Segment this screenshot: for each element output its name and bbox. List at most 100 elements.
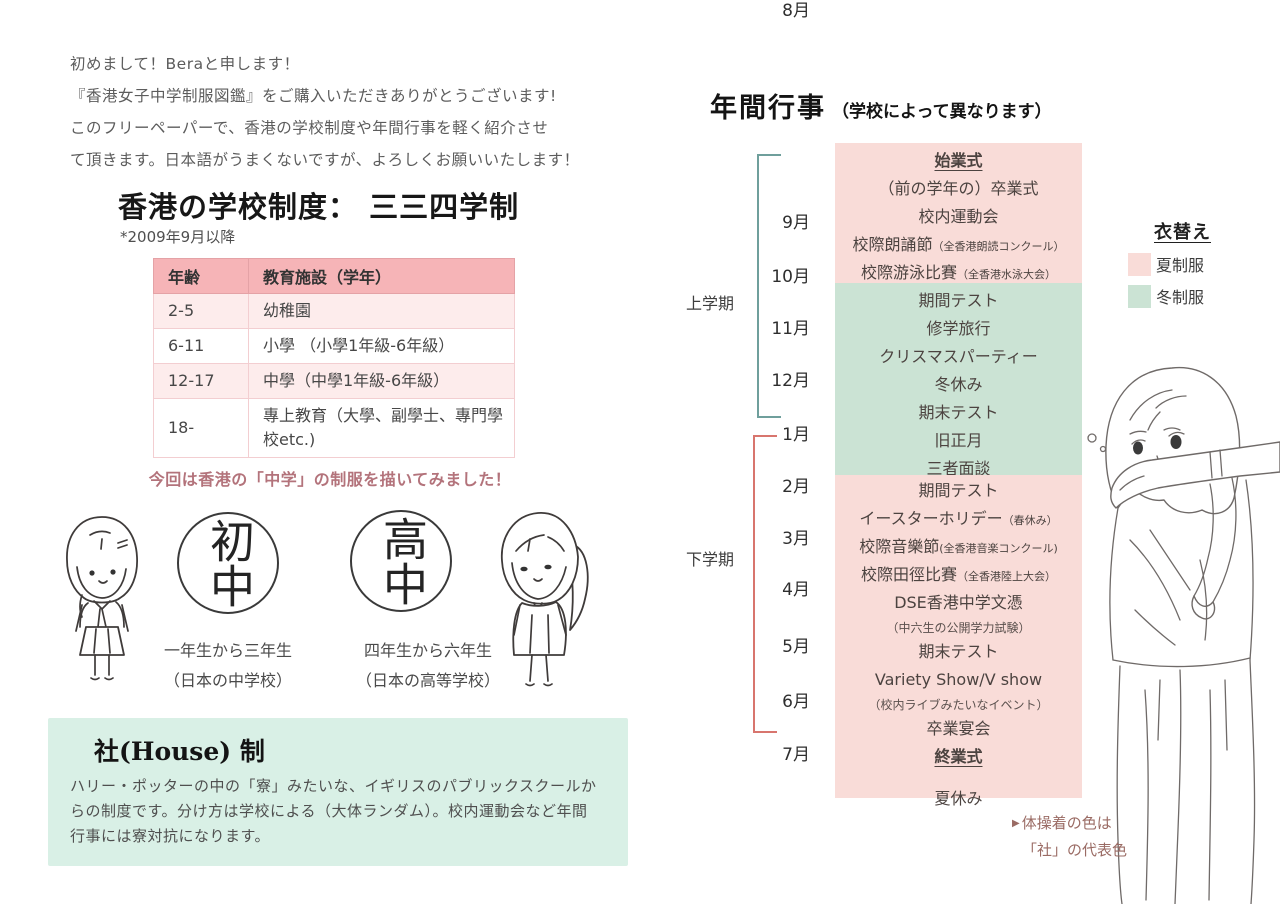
event-row: 校際田徑比賽（全香港陸上大会） xyxy=(835,562,1082,590)
event-label: 期間テスト xyxy=(918,291,999,310)
month-label: 10月 xyxy=(771,267,810,287)
event-label: 校内運動会 xyxy=(918,207,999,226)
first-semester-bracket xyxy=(757,154,781,418)
event-label: 期末テスト xyxy=(918,403,999,422)
month-label: 8月 xyxy=(782,1,810,21)
event-row: 修学旅行 xyxy=(835,316,1082,344)
event-label: 校際田徑比賽 xyxy=(860,565,957,584)
first-semester-label: 上学期 xyxy=(686,294,735,313)
month-label: 4月 xyxy=(782,580,810,600)
event-label: 三者面談 xyxy=(926,459,991,478)
event-annotation: （全香港陸上大会） xyxy=(957,570,1056,583)
intro-paragraph: 初めまして！Beraと申します！ 『香港女子中学制服図鑑』をご購入いただきありがと… xyxy=(70,48,630,176)
schedule-block-autumn-summer-uniform: 始業式 （前の学年の）卒業式 校内運動会 校際朗誦節（全香港朗読コンクール） 校… xyxy=(835,143,1082,288)
event-row: クリスマスパーティー xyxy=(835,344,1082,372)
event-label: クリスマスパーティー xyxy=(879,347,1038,366)
event-label: 期末テスト xyxy=(918,642,999,661)
event-label: （校内ライブみたいなイベント） xyxy=(868,698,1049,712)
month-label: 3月 xyxy=(782,529,810,549)
event-label: （中六生の公開学力試験） xyxy=(886,621,1031,635)
month-label: 11月 xyxy=(771,319,810,339)
col-header-age: 年齢 xyxy=(153,258,249,294)
second-semester-bracket xyxy=(753,435,777,733)
event-row: 期末テスト xyxy=(835,639,1082,667)
school-system-heading: 香港の学校制度： 三三四学制 xyxy=(118,190,520,224)
schedule-block-spring-summer-uniform: 期間テスト イースターホリデー（春休み） 校際音樂節(全香港音楽コンクール) 校… xyxy=(835,475,1082,808)
month-label: 5月 xyxy=(782,637,810,657)
schedule-block-winter-uniform: 期間テスト 修学旅行 クリスマスパーティー 冬休み 期末テスト 旧正月 三者 xyxy=(835,283,1082,480)
junior-label-line1: 一年生から三年生 xyxy=(163,641,292,660)
month-label: 2月 xyxy=(782,477,810,497)
legend-label: 夏制服 xyxy=(1156,256,1205,275)
event-label: 夏休み xyxy=(934,789,983,808)
month-label: 7月 xyxy=(782,745,810,765)
event-label: 修学旅行 xyxy=(926,319,991,338)
event-row: （中六生の公開学力試験） xyxy=(835,618,1082,639)
event-row: 冬休み xyxy=(835,372,1082,400)
event-row: 三者面談 xyxy=(835,456,1082,484)
gym-note-line1: ▶ 体操着の色は xyxy=(1012,810,1162,837)
event-row: 期間テスト xyxy=(835,288,1082,316)
annual-events-title: 年間行事 （学校によって異なります） xyxy=(710,86,1052,125)
age-cell: 2-5 xyxy=(153,293,249,329)
event-label: （前の学年の）卒業式 xyxy=(878,179,1039,198)
event-label: 旧正月 xyxy=(934,431,983,450)
event-label: 校際朗誦節 xyxy=(852,235,933,254)
facility-cell: 小學 （小學1年級-6年級） xyxy=(248,328,515,364)
legend-item: 夏制服 xyxy=(1128,252,1211,276)
legend-color-swatch xyxy=(1128,252,1151,276)
senior-stamp-label: 四年生から六年生 （日本の高等学校） xyxy=(338,636,518,696)
age-cell: 18- xyxy=(153,398,249,458)
uniform-caption: 今回は香港の「中学」の制服を描いてみました！ xyxy=(148,470,512,489)
event-row: イースターホリデー（春休み） xyxy=(835,506,1082,534)
table-row: 2-5 幼稚園 xyxy=(153,293,515,329)
event-row: （前の学年の）卒業式 xyxy=(835,176,1082,204)
since-2009-note: *2009年9月以降 xyxy=(120,228,236,246)
event-row: 始業式 xyxy=(835,148,1082,176)
table-row: 18- 專上教育（大學、副學士、專門學校etc.) xyxy=(153,398,515,458)
intro-line: 『香港女子中学制服図鑑』をご購入いただきありがとうございます! xyxy=(70,87,557,105)
event-annotation: (全香港音楽コンクール) xyxy=(939,542,1058,555)
legend-color-swatch xyxy=(1128,284,1151,308)
stretching-girl-illustration xyxy=(1087,366,1280,904)
month-label: 6月 xyxy=(782,692,810,712)
annual-events-title-main: 年間行事 xyxy=(710,93,826,124)
intro-line: て頂きます。日本語がうまくないですが、よろしくお願いいたします！ xyxy=(70,151,580,169)
month-rail: 9月 10月 11月 12月 1月 2月 3月 4月 5月 6月 7月 8月 xyxy=(740,0,810,904)
annual-events-title-sub: （学校によって異なります） xyxy=(832,102,1052,122)
junior-stamp-text: 初中 xyxy=(202,518,255,608)
month-label: 12月 xyxy=(771,371,810,391)
junior-stamp-label: 一年生から三年生 （日本の中学校） xyxy=(138,636,318,696)
event-label: 卒業宴会 xyxy=(926,719,991,738)
month-label: 9月 xyxy=(782,213,810,233)
event-row: 期間テスト xyxy=(835,478,1082,506)
facility-cell: 幼稚園 xyxy=(248,293,515,329)
age-cell: 12-17 xyxy=(153,363,249,399)
event-label: Variety Show/V show xyxy=(874,670,1043,689)
month-label: 1月 xyxy=(782,425,810,445)
second-semester-label: 下学期 xyxy=(686,550,735,569)
event-row: 夏休み xyxy=(835,786,1082,814)
uniform-change-legend: 衣替え 夏制服 冬制服 xyxy=(1128,218,1211,308)
chibi-girl-senior-illustration xyxy=(501,512,589,687)
table-header-row: 年齢 教育施設（学年） xyxy=(153,258,515,294)
event-label: 冬休み xyxy=(934,375,983,394)
event-row: 卒業宴会 xyxy=(835,716,1082,744)
event-label: 校際音樂節 xyxy=(859,537,940,556)
intro-line: このフリーペーパーで、香港の学校制度や年間行事を軽く紹介させ xyxy=(70,119,549,137)
event-row: 校際音樂節(全香港音楽コンクール) xyxy=(835,534,1082,562)
house-system-box: 社(House) 制 ハリー・ポッターの中の「寮」みたいな、イギリスのパブリック… xyxy=(48,718,628,866)
event-row xyxy=(835,772,1082,786)
table-row: 12-17 中學（中學1年級-6年級） xyxy=(153,363,515,399)
education-table: 年齢 教育施設（学年） 2-5 幼稚園 6-11 小學 （小學1年級-6年級） … xyxy=(153,258,515,458)
event-label: 終業式 xyxy=(934,747,983,766)
event-row: 校際游泳比賽（全香港水泳大会） xyxy=(835,260,1082,288)
event-row: 旧正月 xyxy=(835,428,1082,456)
event-label: イースターホリデー xyxy=(859,509,1003,528)
age-cell: 6-11 xyxy=(153,328,249,364)
triangle-marker-icon: ▶ xyxy=(1012,818,1020,829)
junior-high-stamp: 初中 xyxy=(177,512,279,614)
legend-item: 冬制服 xyxy=(1128,284,1211,308)
house-system-title: 社(House) 制 xyxy=(94,737,265,766)
